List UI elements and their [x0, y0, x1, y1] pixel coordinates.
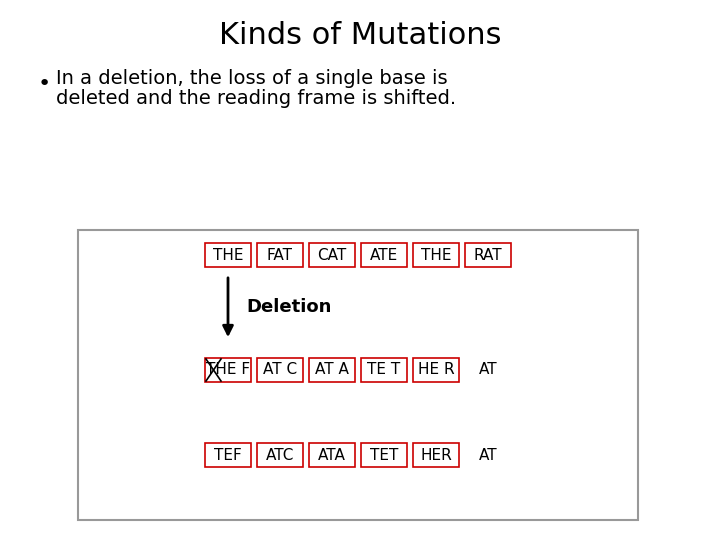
Bar: [413, 358, 459, 382]
Text: deleted and the reading frame is shifted.: deleted and the reading frame is shifted…: [56, 89, 456, 107]
Text: ATE: ATE: [370, 247, 398, 262]
Text: THE F: THE F: [206, 362, 250, 377]
Text: AT: AT: [479, 362, 498, 377]
Text: AT: AT: [479, 448, 498, 462]
Text: FAT: FAT: [267, 247, 293, 262]
Bar: [413, 443, 459, 467]
Text: HER: HER: [420, 448, 452, 462]
Text: THE: THE: [212, 247, 243, 262]
Text: TE T: TE T: [367, 362, 400, 377]
Text: HE R: HE R: [418, 362, 454, 377]
Bar: [257, 243, 303, 267]
Bar: [413, 243, 459, 267]
Text: THE: THE: [420, 247, 451, 262]
Bar: [309, 358, 355, 382]
Bar: [361, 443, 407, 467]
Text: •: •: [38, 74, 51, 94]
Text: AT A: AT A: [315, 362, 349, 377]
Text: In a deletion, the loss of a single base is: In a deletion, the loss of a single base…: [56, 69, 448, 87]
Bar: [78, 230, 638, 520]
Bar: [205, 243, 251, 267]
Text: RAT: RAT: [474, 247, 503, 262]
Text: TET: TET: [370, 448, 398, 462]
Bar: [465, 243, 511, 267]
Bar: [257, 358, 303, 382]
Bar: [309, 243, 355, 267]
Text: AT C: AT C: [263, 362, 297, 377]
Text: Deletion: Deletion: [246, 299, 331, 316]
Bar: [257, 443, 303, 467]
Text: ATC: ATC: [266, 448, 294, 462]
Bar: [205, 443, 251, 467]
Bar: [361, 243, 407, 267]
Text: ATA: ATA: [318, 448, 346, 462]
Text: TEF: TEF: [214, 448, 242, 462]
Text: Kinds of Mutations: Kinds of Mutations: [219, 21, 501, 50]
Text: CAT: CAT: [318, 247, 346, 262]
Bar: [361, 358, 407, 382]
Bar: [309, 443, 355, 467]
Bar: [205, 358, 251, 382]
